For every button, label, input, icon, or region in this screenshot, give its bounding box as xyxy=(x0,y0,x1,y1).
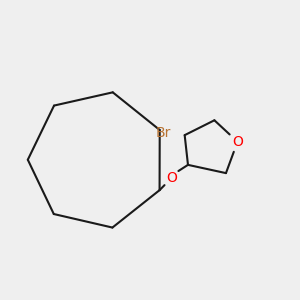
Text: O: O xyxy=(232,135,243,149)
Text: O: O xyxy=(166,171,177,185)
Text: Br: Br xyxy=(155,127,171,140)
